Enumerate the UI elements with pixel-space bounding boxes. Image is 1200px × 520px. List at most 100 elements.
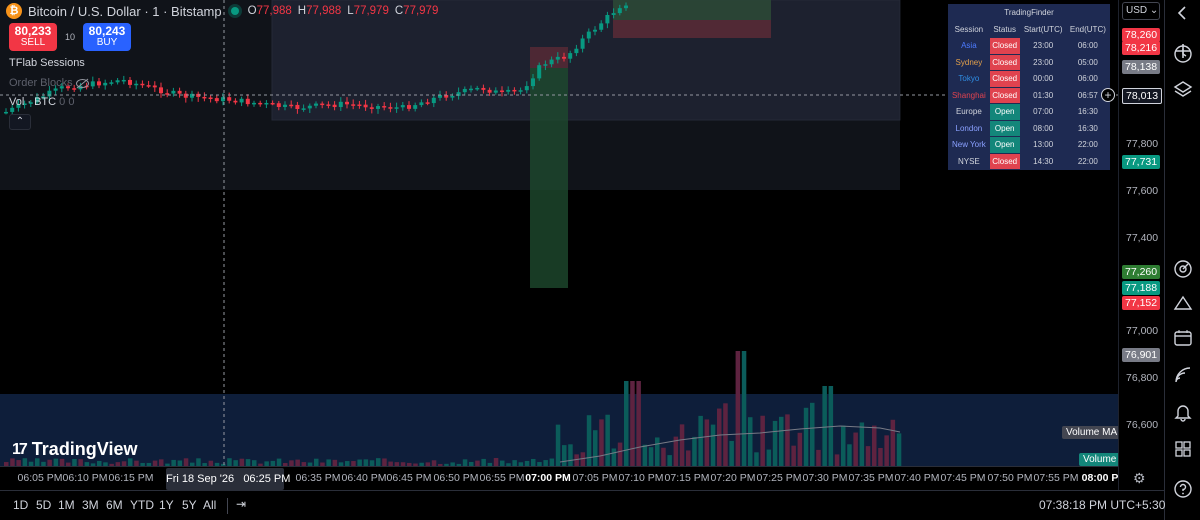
- session-name: Europe: [955, 107, 982, 117]
- volume-bar: [283, 463, 288, 466]
- volume-bar: [890, 419, 896, 466]
- candle: [295, 104, 300, 110]
- chart-canvas[interactable]: [0, 0, 1118, 466]
- study-sessions[interactable]: TFlab Sessions: [9, 57, 85, 69]
- range-button-ytd[interactable]: YTD: [130, 498, 154, 512]
- volume-bar: [159, 459, 164, 466]
- candle: [121, 79, 126, 82]
- settings-gear-icon[interactable]: ⚙: [1133, 470, 1146, 486]
- price-label: 77,260: [1122, 265, 1161, 279]
- candle: [276, 103, 281, 107]
- session-start: 00:00: [1033, 74, 1054, 84]
- volume-bar: [841, 425, 846, 466]
- price-axis[interactable]: USD ⌄ 77,800 77,600 77,400 77,000 76,800…: [1118, 0, 1164, 490]
- volume-bar: [264, 461, 269, 466]
- session-row: Tokyo Closed 00:00 06:00: [949, 71, 1109, 87]
- help-icon[interactable]: [1172, 478, 1194, 500]
- volume-bar: [301, 462, 307, 466]
- gauge-icon[interactable]: [1172, 258, 1194, 280]
- session-status: Closed: [989, 54, 1020, 70]
- low-value: 77,979: [353, 5, 389, 17]
- range-button-5d[interactable]: 5D: [36, 498, 52, 512]
- candle: [624, 5, 628, 9]
- volume-bar: [413, 463, 418, 466]
- crosshair-plus-icon[interactable]: +: [1101, 88, 1115, 102]
- crosshair-time-label: Fri 18 Sep '26 06:25 PM: [166, 468, 290, 490]
- study-volume[interactable]: Vol · BTC 0 0: [9, 96, 75, 108]
- candle: [438, 94, 442, 98]
- time-label: 06:15 PM: [108, 472, 154, 484]
- volume-bar: [183, 458, 189, 466]
- range-button-5y[interactable]: 5Y: [182, 498, 197, 512]
- candle: [47, 90, 52, 97]
- candle: [481, 87, 486, 90]
- volume-bar: [754, 452, 759, 466]
- chart-area[interactable]: ₿ Bitcoin / U.S. Dollar · 1 · Bitstamp O…: [0, 0, 1118, 466]
- volume-bar: [661, 447, 666, 466]
- up-arrow-icon[interactable]: [1172, 292, 1194, 314]
- volume-bar: [636, 381, 641, 466]
- candle: [338, 101, 343, 108]
- clock-readout[interactable]: 07:38:18 PM UTC+5:30: [1039, 498, 1166, 512]
- volume-bar: [853, 432, 858, 466]
- candle: [109, 82, 114, 84]
- volume-bar: [72, 458, 77, 466]
- sell-button[interactable]: 80,233 SELL: [9, 23, 57, 51]
- clock-icon[interactable]: [1172, 43, 1194, 65]
- volume-bar: [289, 460, 294, 466]
- volume-bar: [35, 458, 40, 466]
- chevron-left-icon[interactable]: [1172, 2, 1194, 24]
- collapse-legend-button[interactable]: ⌃: [9, 114, 31, 130]
- candle: [351, 104, 356, 106]
- bell-icon[interactable]: [1172, 401, 1194, 423]
- session-status: Closed: [989, 38, 1020, 54]
- volume-tag: Volume: [1079, 453, 1118, 466]
- candle: [493, 90, 498, 93]
- volume-bar: [450, 462, 455, 466]
- currency-select[interactable]: USD ⌄: [1122, 2, 1160, 20]
- price-label: 77,152: [1122, 296, 1161, 310]
- price-tick: 76,600: [1126, 419, 1159, 431]
- candle: [165, 93, 170, 95]
- volume-bar: [506, 463, 511, 466]
- goto-date-icon[interactable]: ⇥: [236, 497, 247, 511]
- volume-bar: [884, 435, 889, 466]
- symbol-legend[interactable]: ₿ Bitcoin / U.S. Dollar · 1 · Bitstamp O…: [6, 3, 438, 19]
- candle: [66, 86, 70, 89]
- volume-bar: [896, 433, 902, 466]
- range-button-1y[interactable]: 1Y: [159, 498, 174, 512]
- session-end: 22:00: [1077, 156, 1098, 166]
- calendar-icon[interactable]: [1172, 327, 1194, 349]
- signal-icon[interactable]: [1172, 364, 1194, 386]
- session-row: New York Open 13:00 22:00: [949, 137, 1109, 153]
- volume-bar: [865, 446, 871, 466]
- layers-icon[interactable]: [1172, 78, 1194, 100]
- session-name: New York: [951, 140, 986, 150]
- grid-icon[interactable]: [1172, 438, 1194, 460]
- study-order-blocks[interactable]: Order Blocks: [9, 77, 89, 89]
- candle: [425, 102, 430, 104]
- hidden-eye-icon[interactable]: [75, 78, 89, 89]
- time-axis[interactable]: 06:05 PM 06:10 PM 06:15 PM 06:35 PM 06:40 PM…: [0, 466, 1118, 490]
- candle: [264, 102, 269, 105]
- session-end: 16:30: [1077, 123, 1098, 133]
- range-button-6m[interactable]: 6M: [106, 498, 123, 512]
- volume-bar: [599, 419, 604, 466]
- symbol-title[interactable]: Bitcoin / U.S. Dollar · 1 · Bitstamp: [28, 3, 222, 19]
- time-label: 06:35 PM: [295, 472, 341, 484]
- candle: [16, 104, 21, 108]
- buy-button[interactable]: 80,243 BUY: [83, 23, 132, 51]
- volume-bar: [4, 462, 9, 466]
- volume-bar: [872, 425, 877, 466]
- tradingview-mark-icon: 17: [12, 440, 28, 458]
- price-label: 78,260: [1122, 28, 1161, 42]
- range-button-3m[interactable]: 3M: [82, 498, 99, 512]
- bitcoin-icon: ₿: [6, 3, 22, 19]
- range-button-all[interactable]: All: [203, 498, 217, 512]
- volume-bar: [673, 436, 679, 466]
- volume-bar: [772, 420, 778, 466]
- range-button-1m[interactable]: 1M: [58, 498, 75, 512]
- volume-bar: [121, 461, 127, 466]
- range-button-1d[interactable]: 1D: [13, 498, 29, 512]
- price-tick: 76,800: [1126, 372, 1159, 384]
